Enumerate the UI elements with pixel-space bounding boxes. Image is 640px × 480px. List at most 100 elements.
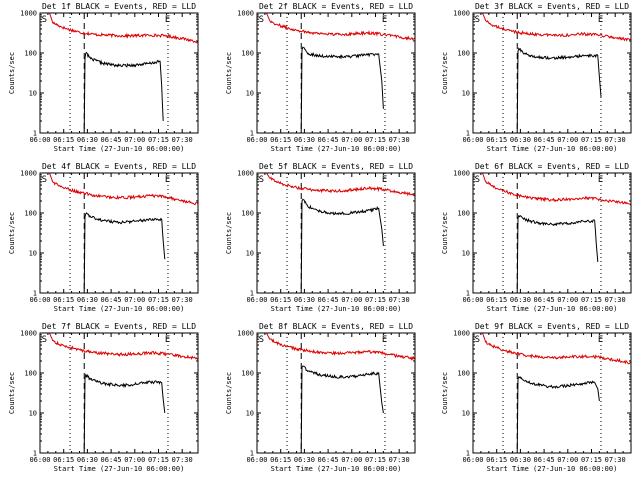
y-axis-label: Counts/sec — [225, 212, 233, 254]
series-line-lld — [482, 12, 632, 42]
x-tick-label: 06:45 — [318, 136, 339, 144]
panel-title: Det 8f BLACK = Events, RED = LLD — [259, 322, 413, 331]
x-tick-label: 06:30 — [294, 296, 315, 304]
series-line-events — [83, 373, 166, 454]
x-tick-label: 06:15 — [270, 456, 291, 464]
y-tick-label: 10 — [462, 250, 470, 258]
x-tick-label: 06:00 — [29, 296, 50, 304]
y-tick-label: 100 — [457, 370, 470, 378]
y-tick-label: 10 — [246, 410, 254, 418]
x-tick-label: 07:00 — [341, 136, 362, 144]
time-marker-s: S — [259, 335, 264, 345]
y-tick-label: 1000 — [20, 10, 37, 18]
x-tick-label: 07:00 — [124, 296, 145, 304]
y-tick-label: 1000 — [20, 330, 37, 338]
x-tick-label: 07:00 — [341, 456, 362, 464]
y-tick-label: 100 — [241, 370, 254, 378]
x-tick-label: 06:45 — [534, 296, 555, 304]
time-marker-e: E — [165, 15, 170, 25]
x-axis-label: Start Time (27-Jun-10 06:00:00) — [271, 465, 402, 473]
panel-title: Det 7f BLACK = Events, RED = LLD — [42, 322, 196, 331]
x-tick-label: 07:15 — [148, 456, 169, 464]
x-tick-label: 07:30 — [389, 456, 410, 464]
x-tick-label: 06:15 — [270, 136, 291, 144]
x-tick-label: 07:15 — [581, 136, 602, 144]
panel-title: Det 5f BLACK = Events, RED = LLD — [259, 162, 413, 171]
x-tick-label: 06:30 — [77, 136, 98, 144]
plot-frame — [472, 332, 632, 454]
x-tick-label: 06:45 — [101, 456, 122, 464]
time-marker-e: E — [598, 15, 603, 25]
time-marker-s: S — [42, 335, 47, 345]
x-tick-label: 07:15 — [148, 136, 169, 144]
series-line-lld — [482, 172, 632, 206]
detector-panel-6: Det 6f BLACK = Events, RED = LLD Counts/s… — [441, 162, 632, 313]
detector-panel-8: Det 8f BLACK = Events, RED = LLD Counts/s… — [225, 322, 416, 473]
y-tick-label: 10 — [29, 250, 37, 258]
x-tick-label: 06:30 — [77, 456, 98, 464]
x-axis-label: Start Time (27-Jun-10 06:00:00) — [487, 305, 618, 313]
time-marker-e: E — [382, 335, 387, 345]
series-line-lld — [266, 12, 416, 41]
detector-panel-2: Det 2f BLACK = Events, RED = LLD Counts/s… — [225, 2, 416, 153]
time-marker-s: S — [475, 175, 480, 185]
y-tick-label: 10 — [29, 410, 37, 418]
y-tick-label: 1000 — [20, 170, 37, 178]
plot-frame — [39, 172, 199, 294]
x-axis-label: Start Time (27-Jun-10 06:00:00) — [54, 465, 185, 473]
x-tick-label: 06:30 — [294, 456, 315, 464]
x-tick-label: 06:00 — [462, 456, 483, 464]
x-tick-label: 07:15 — [365, 296, 386, 304]
time-marker-e: E — [598, 335, 603, 345]
x-tick-label: 07:00 — [557, 136, 578, 144]
plot-frame — [256, 332, 416, 454]
x-tick-label: 07:30 — [172, 136, 193, 144]
series-line-events — [300, 365, 384, 454]
time-marker-s: S — [259, 175, 264, 185]
time-marker-s: S — [259, 15, 264, 25]
x-tick-label: 06:45 — [101, 296, 122, 304]
time-marker-s: S — [42, 175, 47, 185]
x-tick-label: 07:15 — [581, 456, 602, 464]
plot-frame — [472, 172, 632, 294]
x-tick-label: 07:15 — [581, 296, 602, 304]
series-line-lld — [482, 332, 632, 365]
series-line-lld — [266, 332, 416, 361]
y-axis-label: Counts/sec — [8, 52, 16, 94]
detector-panel-4: Det 4f BLACK = Events, RED = LLD Counts/s… — [8, 162, 199, 313]
series-line-lld — [49, 332, 199, 361]
x-tick-label: 06:30 — [510, 136, 531, 144]
x-tick-label: 06:15 — [53, 456, 74, 464]
x-tick-label: 06:45 — [318, 296, 339, 304]
time-marker-e: E — [165, 335, 170, 345]
y-tick-label: 10 — [246, 90, 254, 98]
x-axis-label: Start Time (27-Jun-10 06:00:00) — [54, 145, 185, 153]
x-tick-label: 06:45 — [101, 136, 122, 144]
x-tick-label: 07:30 — [389, 136, 410, 144]
y-tick-label: 1000 — [453, 10, 470, 18]
y-tick-label: 1000 — [453, 330, 470, 338]
detector-panel-3: Det 3f BLACK = Events, RED = LLD Counts/s… — [441, 2, 632, 153]
x-tick-label: 07:15 — [365, 136, 386, 144]
plot-frame — [472, 12, 632, 134]
series-line-events — [300, 198, 384, 294]
x-tick-label: 06:45 — [318, 456, 339, 464]
x-tick-label: 06:30 — [294, 136, 315, 144]
y-axis-label: Counts/sec — [8, 372, 16, 414]
series-line-events — [300, 46, 384, 134]
x-tick-label: 06:15 — [486, 136, 507, 144]
y-tick-label: 1 — [250, 290, 254, 298]
x-tick-label: 06:15 — [53, 136, 74, 144]
y-tick-label: 10 — [462, 410, 470, 418]
x-tick-label: 06:45 — [534, 136, 555, 144]
x-tick-label: 06:00 — [462, 296, 483, 304]
x-axis-label: Start Time (27-Jun-10 06:00:00) — [271, 145, 402, 153]
x-axis-label: Start Time (27-Jun-10 06:00:00) — [271, 305, 402, 313]
y-tick-label: 1 — [466, 450, 470, 458]
y-axis-label: Counts/sec — [441, 372, 449, 414]
series-line-lld — [49, 12, 199, 44]
x-tick-label: 06:00 — [246, 456, 267, 464]
plot-frame — [39, 332, 199, 454]
x-tick-label: 06:00 — [246, 296, 267, 304]
